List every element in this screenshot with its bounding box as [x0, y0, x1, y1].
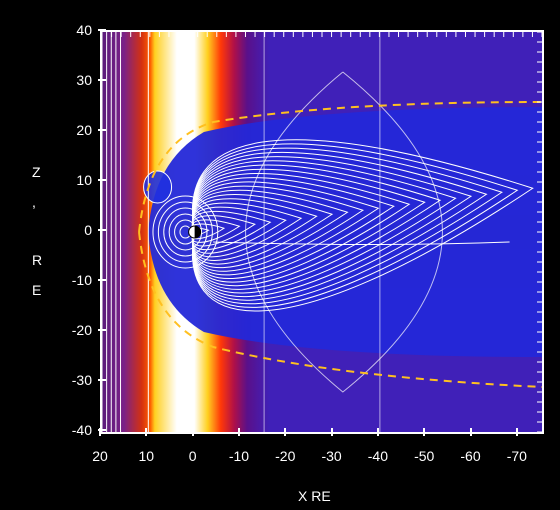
- magnetosphere-figure: -40-30-20-1001020304020100-10-20-30-40-5…: [0, 0, 560, 510]
- plot-area: [100, 30, 544, 434]
- y-axis-label: E: [32, 282, 41, 298]
- y-axis-label: R: [32, 252, 42, 268]
- heatmap-content: [102, 32, 542, 432]
- y-axis-label: Z: [32, 164, 41, 180]
- x-axis-label: X RE: [298, 488, 331, 504]
- y-axis-label: ,: [32, 194, 36, 210]
